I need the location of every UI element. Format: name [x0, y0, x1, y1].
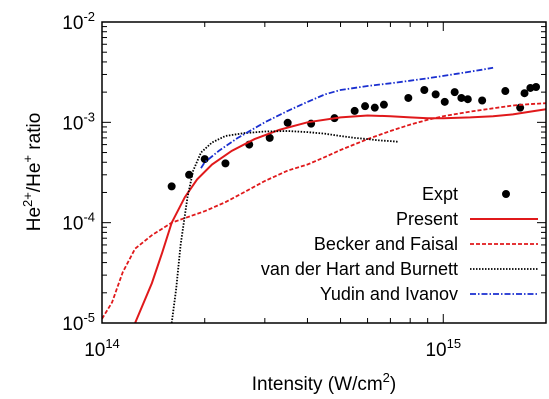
series-present: [134, 108, 546, 323]
series-line: [102, 102, 546, 320]
series-becker-and-faisal: [102, 102, 546, 320]
legend-label: Expt: [422, 184, 458, 204]
data-point: [283, 118, 292, 127]
y-tick-label: 10-5: [62, 310, 95, 335]
y-tick-label: 10-3: [62, 109, 95, 134]
x-axis-label: Intensity (W/cm2): [252, 370, 396, 395]
data-point: [167, 182, 176, 191]
y-tick-label: 10-4: [62, 210, 95, 235]
data-point: [516, 103, 525, 112]
data-point: [457, 93, 466, 102]
data-point: [265, 133, 274, 142]
data-point: [532, 82, 541, 91]
y-axis-label: He2+/He+ ratio: [20, 113, 45, 232]
data-point: [379, 100, 388, 109]
data-point: [350, 106, 359, 115]
legend-label: Yudin and Ivanov: [320, 284, 458, 304]
x-tick-label: 1015: [425, 336, 461, 361]
data-point: [450, 88, 459, 97]
y-tick-label: 10-2: [62, 9, 95, 34]
data-point: [431, 90, 440, 99]
data-point: [520, 89, 529, 98]
data-point: [185, 170, 194, 179]
series-yudin-and-ivanov: [200, 66, 494, 169]
data-point: [404, 93, 413, 102]
data-point: [200, 155, 209, 164]
series-line: [200, 66, 494, 169]
legend-label: van der Hart and Burnett: [261, 259, 458, 279]
data-point: [501, 87, 510, 96]
series-line: [134, 108, 546, 323]
legend-marker: [502, 190, 510, 198]
data-point: [478, 96, 487, 105]
data-point: [440, 97, 449, 106]
series-layer: [102, 66, 546, 323]
series-van-der-hart-and-burnett: [170, 130, 399, 323]
legend-label: Present: [396, 209, 458, 229]
plot-frame: [101, 21, 547, 324]
tick-labels: 1014 1015 10-5 10-4 10-3 10-2: [62, 9, 461, 361]
x-tick-label: 1014: [84, 336, 120, 361]
data-point: [361, 102, 370, 111]
data-point: [221, 159, 230, 168]
data-point: [370, 103, 379, 112]
series-expt: [167, 82, 541, 191]
data-point: [420, 86, 429, 95]
legend-label: Becker and Faisal: [314, 234, 458, 254]
legend: Expt Present Becker and Faisal van der Hart…: [261, 184, 538, 304]
data-point: [463, 95, 472, 104]
series-line: [170, 130, 399, 323]
